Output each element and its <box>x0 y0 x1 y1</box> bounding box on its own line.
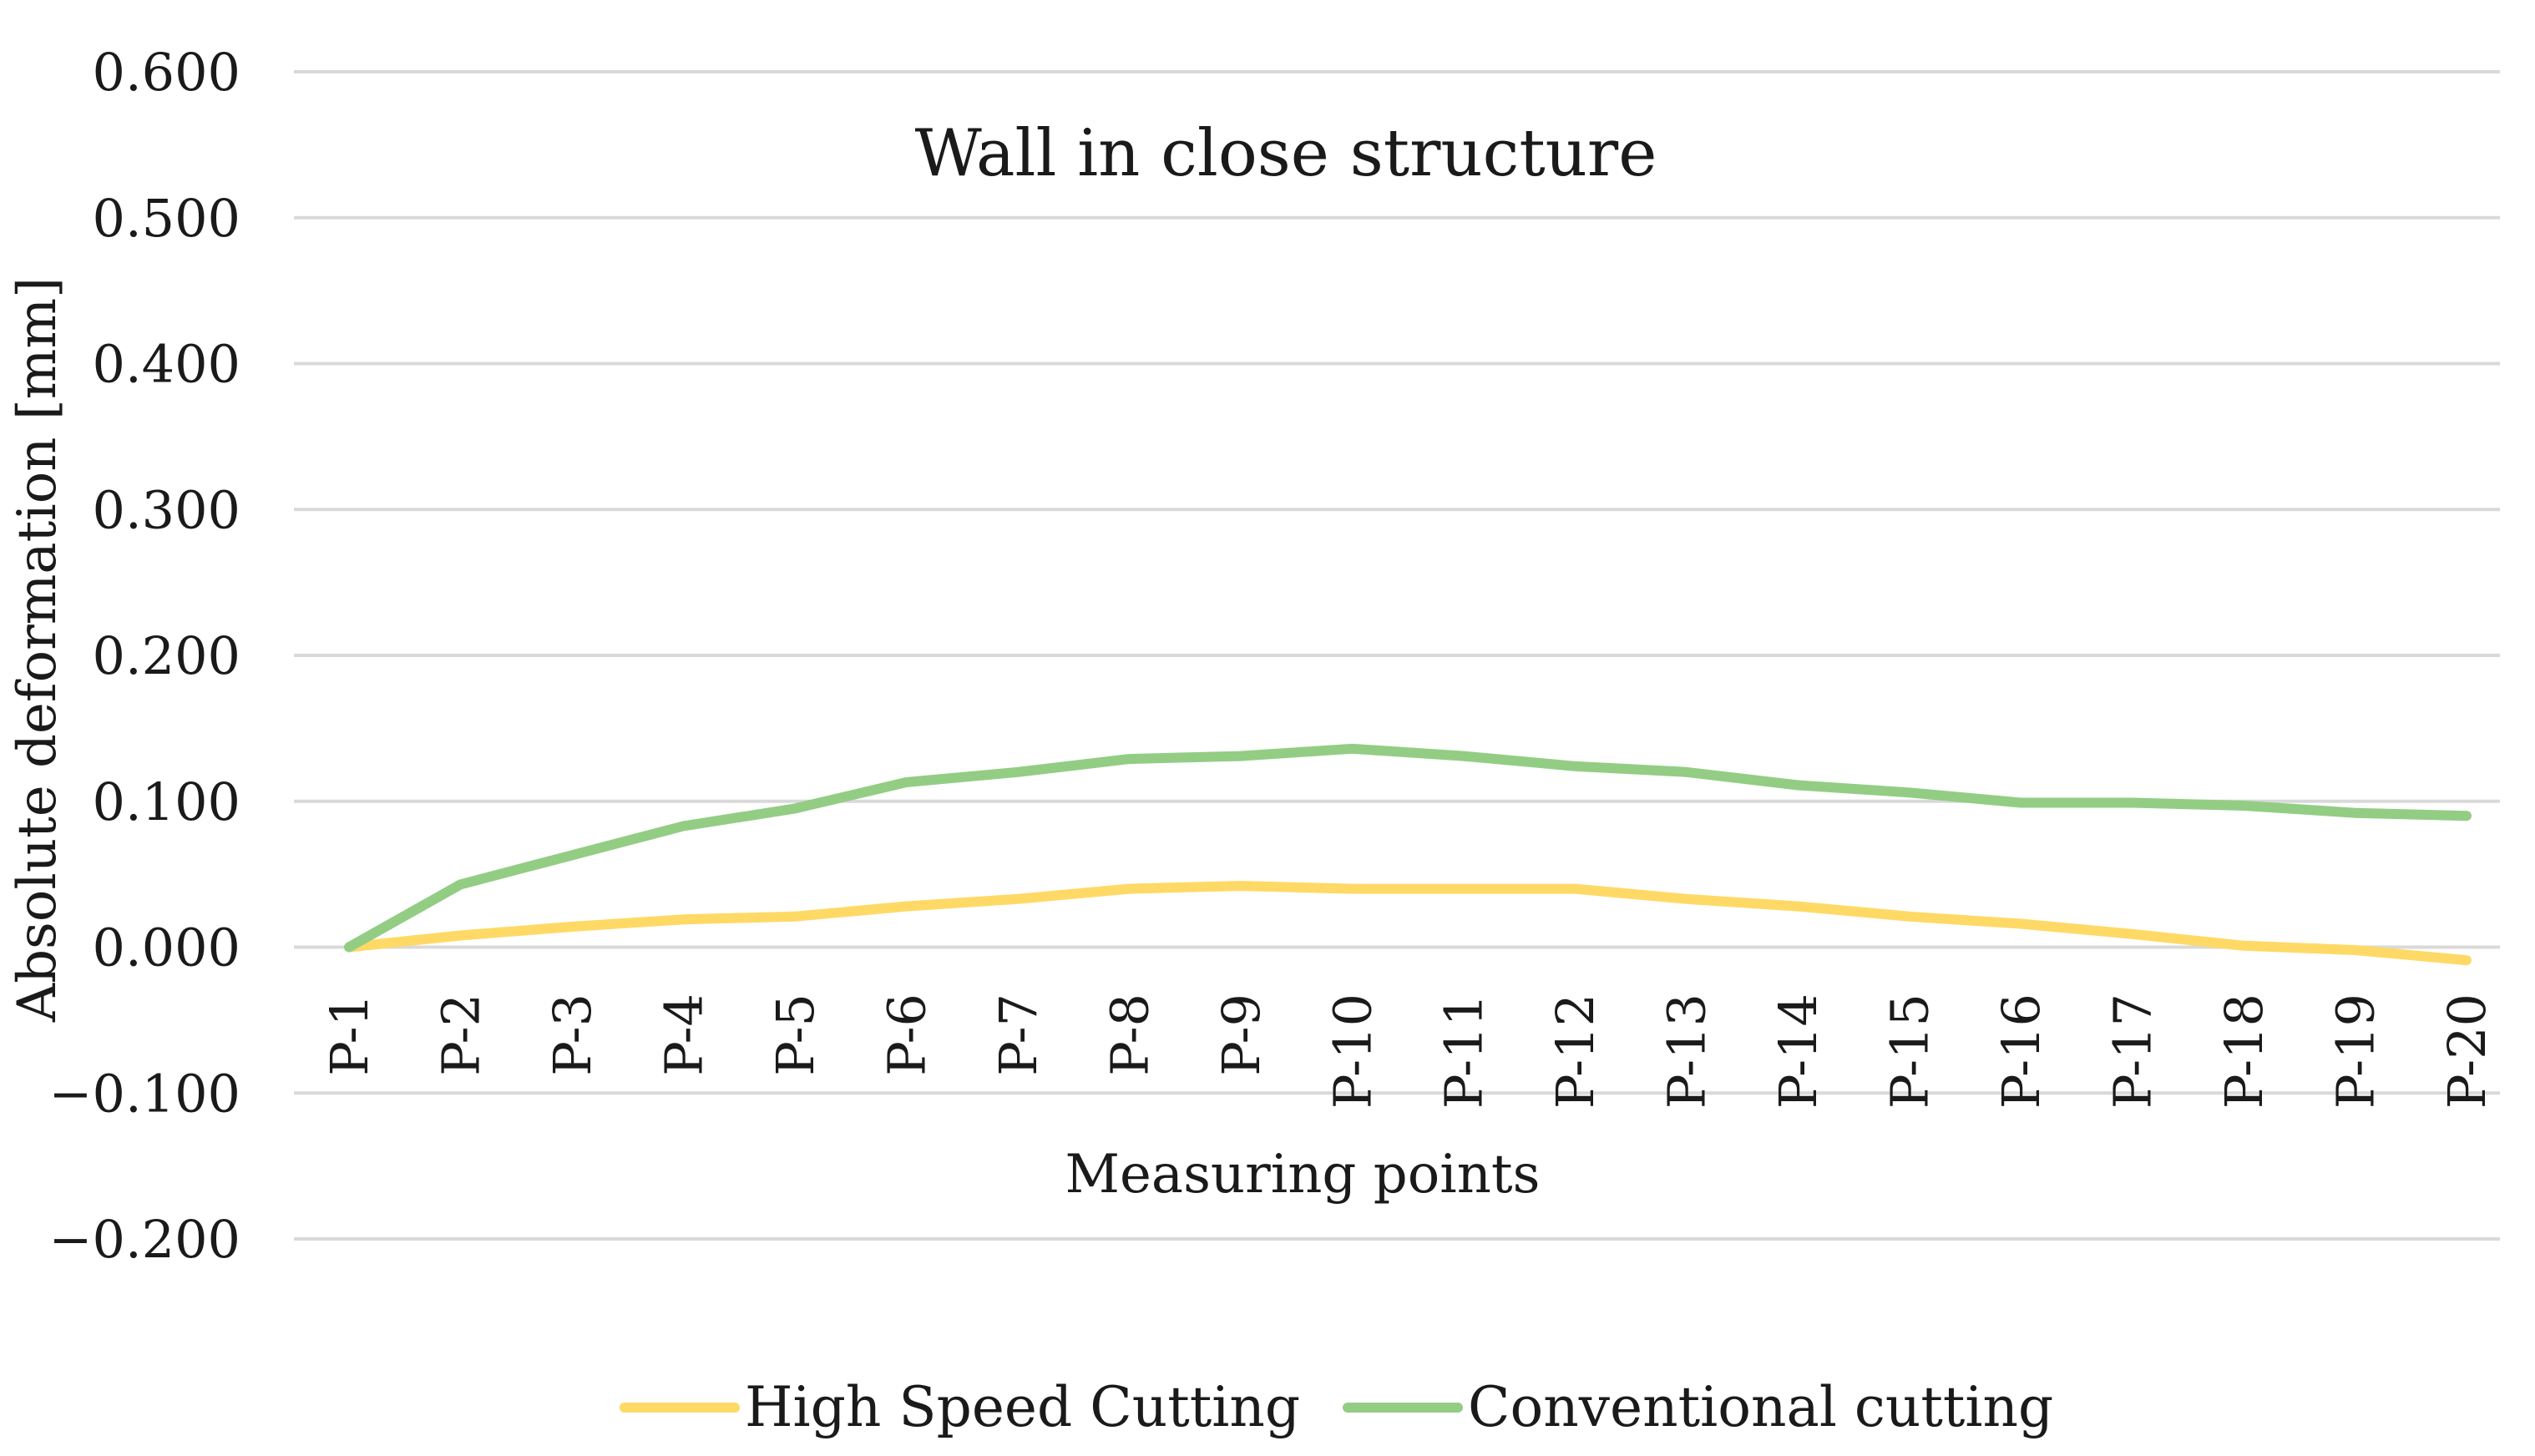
y-tick-label: 0.400 <box>93 334 241 395</box>
series-line-conventional-cutting <box>344 743 2472 953</box>
x-tick-label: P-1 <box>319 993 380 1076</box>
y-tick-label: 0.200 <box>93 625 241 686</box>
legend: High Speed Cutting Conventional cutting <box>620 1375 2053 1439</box>
x-tick-label: P-19 <box>2325 993 2386 1109</box>
y-tick-label: −0.200 <box>49 1209 240 1270</box>
y-tick-label: 0.500 <box>93 188 241 249</box>
gridlines <box>294 70 2500 1241</box>
x-tick-label: P-3 <box>542 993 603 1076</box>
y-axis-ticks: 0.600 0.500 0.400 0.300 0.200 0.100 0.000 −0.10… <box>49 42 240 1270</box>
x-axis-title: Measuring points <box>1065 1144 1541 1206</box>
series-line-high-speed-cutting <box>344 881 2472 966</box>
x-tick-label: P-9 <box>1211 993 1272 1076</box>
x-tick-label: P-4 <box>653 993 714 1076</box>
y-axis-title: Absolute deformation [mm] <box>7 277 68 1023</box>
y-tick-label: 0.600 <box>93 42 241 103</box>
legend-label-high-speed: High Speed Cutting <box>745 1375 1300 1439</box>
chart-title: Wall in close structure <box>915 116 1657 191</box>
x-tick-label: P-6 <box>876 993 937 1076</box>
x-tick-label: P-10 <box>1322 993 1383 1109</box>
x-tick-label: P-13 <box>1657 993 1718 1109</box>
x-tick-label: P-8 <box>1099 993 1160 1076</box>
legend-label-conventional: Conventional cutting <box>1468 1375 2053 1439</box>
series-lines <box>344 743 2472 966</box>
x-tick-label: P-2 <box>430 993 491 1076</box>
x-tick-label: P-14 <box>1768 993 1829 1109</box>
x-tick-label: P-11 <box>1434 993 1495 1109</box>
x-tick-label: P-20 <box>2436 993 2497 1109</box>
x-tick-label: P-15 <box>1880 993 1940 1109</box>
y-tick-label: 0.000 <box>93 918 241 978</box>
x-tick-label: P-18 <box>2214 993 2274 1109</box>
x-axis-ticks: P-1 P-2 P-3 P-4 P-5 P-6 P-7 P-8 P-9 P-10 P-11 P-12 P… <box>319 993 2497 1109</box>
y-tick-label: 0.100 <box>93 771 241 832</box>
y-tick-label: −0.100 <box>49 1063 240 1124</box>
x-tick-label: P-5 <box>765 993 826 1076</box>
x-tick-label: P-17 <box>2102 993 2163 1109</box>
y-tick-label: 0.300 <box>93 479 241 540</box>
x-tick-label: P-12 <box>1545 993 1606 1109</box>
x-tick-label: P-7 <box>988 993 1049 1076</box>
x-tick-label: P-16 <box>1991 993 2052 1109</box>
